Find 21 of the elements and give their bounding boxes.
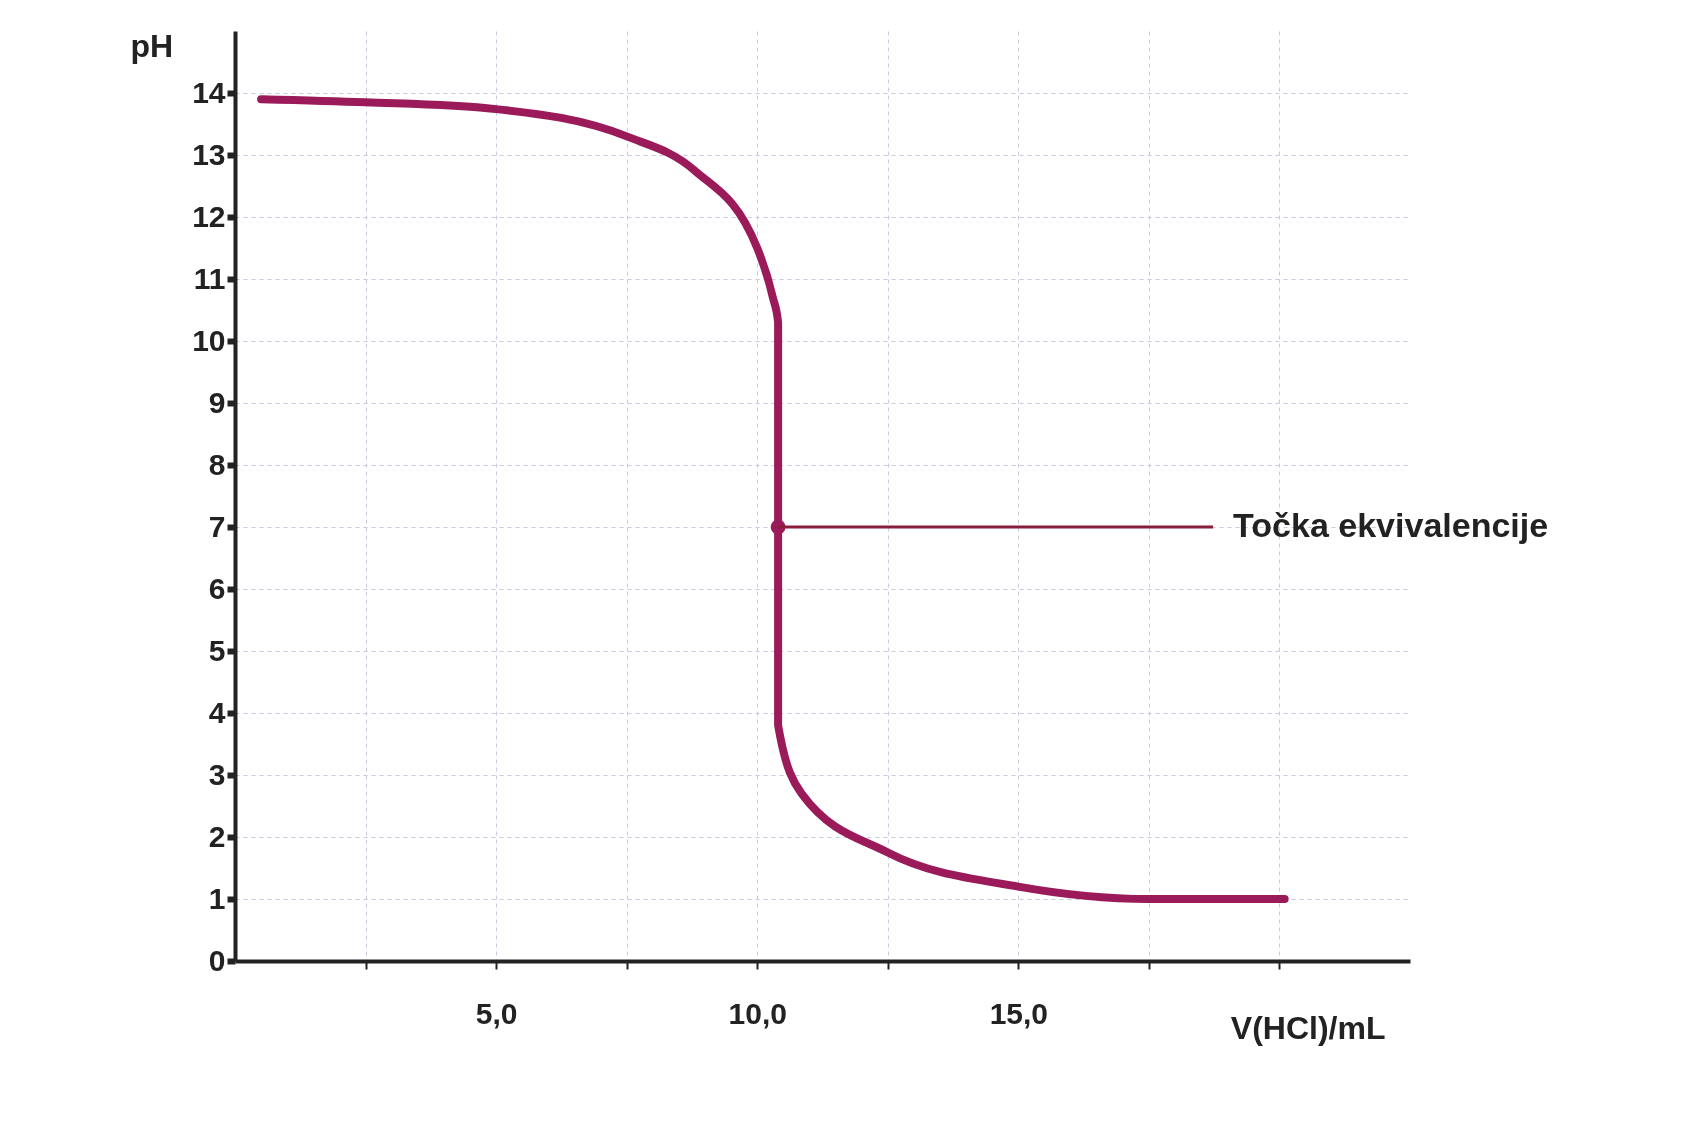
y-axis-title: pH [130, 27, 174, 64]
y-tick-label: 7 [208, 509, 226, 543]
y-tick-label: 1 [208, 881, 226, 915]
y-tick-label: 10 [192, 323, 226, 357]
y-tick-label: 8 [208, 447, 226, 481]
x-axis-title: V(HCl)/mL [1230, 1009, 1386, 1046]
annotation: Točka ekvivalencije [1233, 506, 1549, 544]
y-tick-label: 5 [208, 633, 226, 667]
y-tick-label: 2 [208, 819, 226, 853]
y-tick-label: 6 [208, 571, 226, 605]
x-tick-label: 5,0 [475, 996, 518, 1030]
y-tick-label: 4 [208, 695, 226, 729]
y-tick-label: 14 [192, 75, 226, 109]
y-tick-label: 13 [192, 137, 226, 171]
y-tick-label: 3 [208, 757, 226, 791]
x-tick-label: 10,0 [728, 996, 787, 1030]
y-tick-label: 11 [193, 261, 226, 295]
x-tick-label: 15,0 [989, 996, 1049, 1030]
y-tick-label: 0 [208, 943, 226, 977]
y-tick-label: 9 [208, 385, 226, 419]
y-tick-label: 12 [192, 199, 226, 233]
